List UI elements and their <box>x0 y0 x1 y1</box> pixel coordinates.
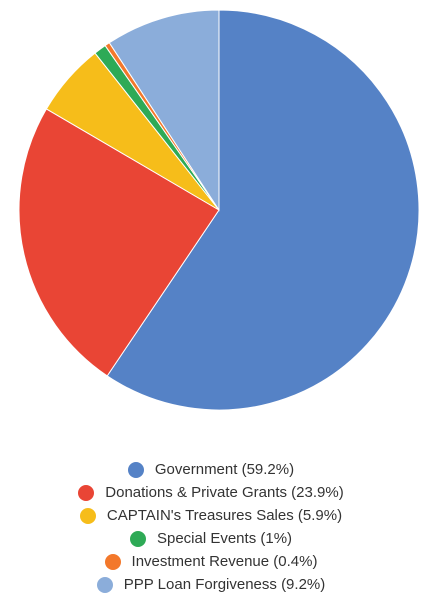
pie-slice-government[interactable] <box>106 9 420 411</box>
pie-slice-donations-private-grants[interactable] <box>18 108 220 377</box>
legend-item-donations[interactable]: Donations & Private Grants (23.9%) <box>0 481 422 504</box>
pie-chart <box>18 9 420 411</box>
legend-item-special-events[interactable]: Special Events (1%) <box>0 527 422 550</box>
legend-label: PPP Loan Forgiveness (9.2%) <box>123 576 326 593</box>
legend-swatch <box>96 576 113 593</box>
legend-item-treasures-sales[interactable]: CAPTAIN's Treasures Sales (5.9%) <box>0 504 422 527</box>
legend-swatch <box>79 507 96 524</box>
legend-label: CAPTAIN's Treasures Sales (5.9%) <box>106 507 343 524</box>
legend-item-investment-revenue[interactable]: Investment Revenue (0.4%) <box>0 550 422 573</box>
legend-swatch <box>129 530 146 547</box>
legend-swatch <box>104 553 121 570</box>
legend-label: Investment Revenue (0.4%) <box>131 553 318 570</box>
pie-slice-ppp-loan-forgiveness[interactable] <box>108 9 220 212</box>
legend-item-ppp-loan[interactable]: PPP Loan Forgiveness (9.2%) <box>0 573 422 596</box>
legend: Government (59.2%) Donations & Private G… <box>0 458 422 596</box>
legend-label: Government (59.2%) <box>154 461 295 478</box>
legend-swatch <box>78 484 95 501</box>
legend-label: Donations & Private Grants (23.9%) <box>105 484 344 501</box>
legend-swatch <box>127 461 144 478</box>
legend-item-government[interactable]: Government (59.2%) <box>0 458 422 481</box>
legend-label: Special Events (1%) <box>156 530 293 547</box>
